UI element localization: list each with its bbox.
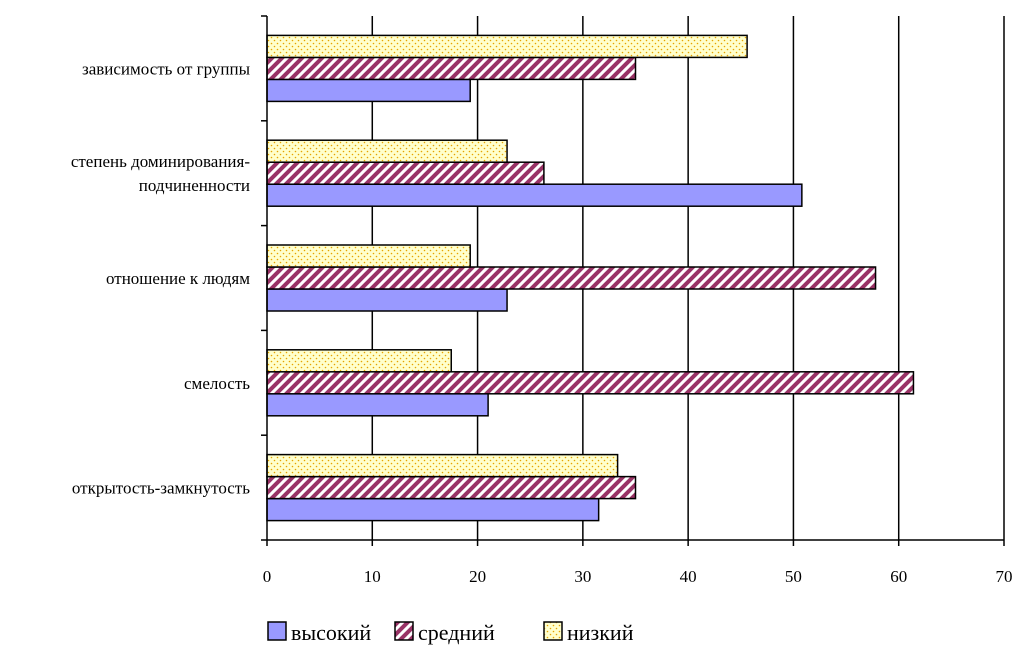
legend-swatch xyxy=(543,621,563,641)
bar-high xyxy=(266,183,803,207)
bar-low xyxy=(266,34,748,59)
legend-item-low: низкий xyxy=(543,620,634,645)
bar-high xyxy=(266,78,471,103)
bar-high xyxy=(266,497,600,522)
legend-item-high: высокий xyxy=(267,620,371,645)
category-label: зависимость от группы xyxy=(82,59,251,78)
x-tick-label: 40 xyxy=(680,567,697,586)
bar-high xyxy=(266,393,489,417)
bar-low xyxy=(266,453,619,478)
x-tick-label: 20 xyxy=(469,567,486,586)
legend-item-medium: средний xyxy=(394,620,495,645)
legend-label: средний xyxy=(418,620,495,645)
bar-medium xyxy=(266,161,545,185)
bar-high xyxy=(266,288,508,312)
category-labels: открытость-замкнутость смелость отношение … xyxy=(71,59,251,497)
legend-label: низкий xyxy=(567,620,634,645)
legend: высокий средний низкий xyxy=(267,620,634,645)
x-tick-label: 60 xyxy=(890,567,907,586)
bar-low xyxy=(266,349,452,373)
bar-medium xyxy=(266,56,637,81)
bar-low xyxy=(266,139,508,163)
x-tick-label: 30 xyxy=(574,567,591,586)
bar-medium xyxy=(266,475,637,500)
x-tick-label: 50 xyxy=(785,567,802,586)
category-label: открытость-замкнутость xyxy=(72,479,250,498)
bar-medium xyxy=(266,266,877,290)
bar-medium xyxy=(266,371,915,395)
category-label: смелость xyxy=(184,374,250,393)
bars xyxy=(266,34,915,522)
axes xyxy=(261,15,1005,546)
bar-low xyxy=(266,244,471,268)
x-tick-labels: 0 10 20 30 40 50 60 70 xyxy=(263,567,1013,586)
legend-swatch xyxy=(267,621,287,641)
x-tick-label: 10 xyxy=(364,567,381,586)
category-label: отношение к людям xyxy=(106,269,250,288)
x-tick-label: 70 xyxy=(996,567,1013,586)
legend-swatch xyxy=(394,621,414,641)
legend-label: высокий xyxy=(291,620,371,645)
x-tick-label: 0 xyxy=(263,567,272,586)
category-label: степень доминирования-подчиненности xyxy=(71,152,251,195)
